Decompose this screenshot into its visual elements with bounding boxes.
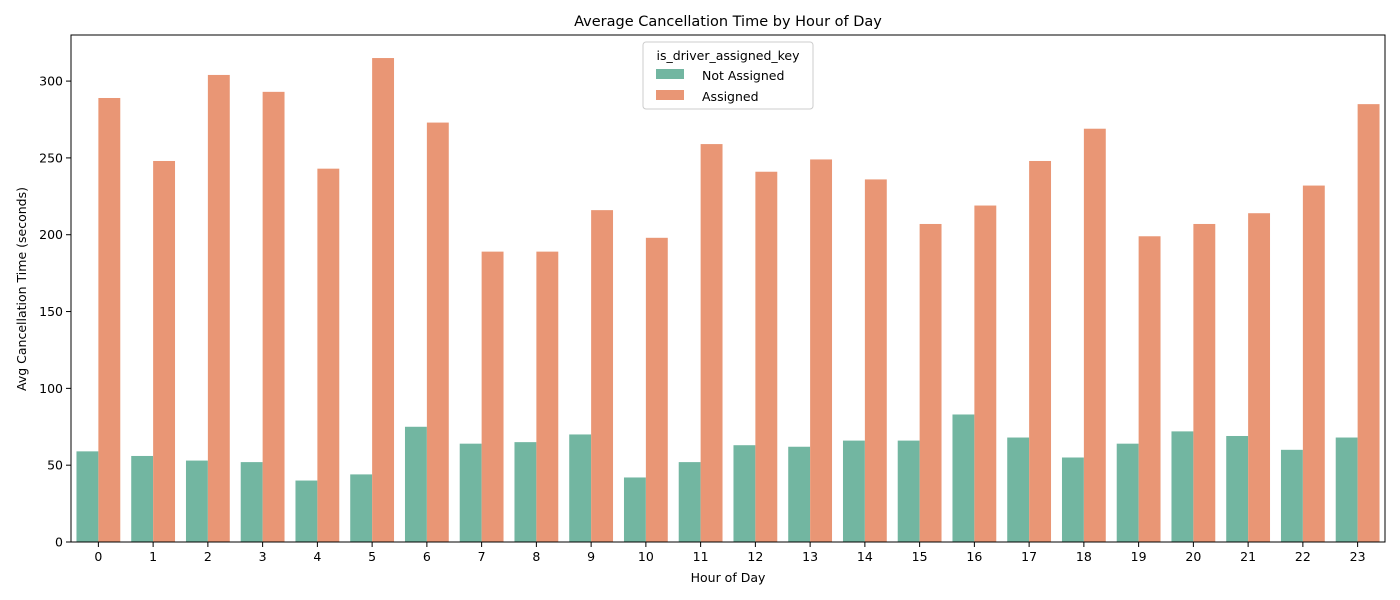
x-tick-label: 8 xyxy=(532,549,540,564)
bar-assigned-hour-10 xyxy=(645,237,668,543)
bar-assigned-hour-5 xyxy=(372,58,395,542)
y-tick-label: 50 xyxy=(47,458,63,473)
bar-not-assigned-hour-20 xyxy=(1171,431,1194,542)
bar-not-assigned-hour-23 xyxy=(1335,437,1358,542)
bar-not-assigned-hour-1 xyxy=(131,455,154,542)
bars-layer xyxy=(76,58,1380,543)
legend-label-not-assigned: Not Assigned xyxy=(702,68,784,83)
bar-assigned-hour-4 xyxy=(317,168,340,542)
x-tick-label: 1 xyxy=(149,549,157,564)
legend-label-assigned: Assigned xyxy=(702,89,759,104)
y-tick-label: 150 xyxy=(39,304,63,319)
legend-swatch-assigned xyxy=(656,90,684,100)
x-tick-label: 10 xyxy=(638,549,654,564)
bar-assigned-hour-19 xyxy=(1138,236,1161,542)
x-tick-label: 21 xyxy=(1240,549,1256,564)
bar-not-assigned-hour-18 xyxy=(1061,457,1084,542)
bar-not-assigned-hour-9 xyxy=(569,434,592,542)
bar-not-assigned-hour-6 xyxy=(404,426,427,542)
bar-not-assigned-hour-8 xyxy=(514,442,537,542)
bar-assigned-hour-8 xyxy=(536,251,559,543)
bar-assigned-hour-23 xyxy=(1357,104,1380,543)
bar-assigned-hour-17 xyxy=(1029,160,1052,542)
bar-assigned-hour-2 xyxy=(207,74,230,542)
bar-assigned-hour-22 xyxy=(1302,185,1325,542)
bar-assigned-hour-14 xyxy=(864,179,887,542)
x-tick-label: 2 xyxy=(204,549,212,564)
x-tick-label: 5 xyxy=(368,549,376,564)
x-tick-label: 22 xyxy=(1295,549,1311,564)
x-tick-label: 9 xyxy=(587,549,595,564)
y-axis-label: Avg Cancellation Time (seconds) xyxy=(14,187,29,391)
bar-not-assigned-hour-19 xyxy=(1116,443,1139,542)
bar-assigned-hour-20 xyxy=(1193,223,1216,543)
bar-not-assigned-hour-2 xyxy=(185,460,208,542)
bar-not-assigned-hour-3 xyxy=(240,462,263,542)
y-tick-label: 200 xyxy=(39,227,63,242)
bar-assigned-hour-6 xyxy=(426,122,449,542)
x-tick-label: 6 xyxy=(423,549,431,564)
x-tick-label: 20 xyxy=(1185,549,1201,564)
bar-not-assigned-hour-10 xyxy=(623,477,646,542)
bar-assigned-hour-16 xyxy=(974,205,997,542)
bar-assigned-hour-15 xyxy=(919,223,942,543)
x-tick-label: 16 xyxy=(966,549,982,564)
chart-title: Average Cancellation Time by Hour of Day xyxy=(574,14,882,30)
bar-assigned-hour-3 xyxy=(262,91,285,542)
bar-not-assigned-hour-13 xyxy=(788,446,811,542)
axes-layer: 0 1 2 3 4 5 6 7 8 9 10 11 12 13 14 15 16 17 18 19 20 21 22 2305… xyxy=(39,34,1386,564)
bar-assigned-hour-11 xyxy=(700,144,723,542)
x-tick-label: 4 xyxy=(313,549,321,564)
x-tick-label: 11 xyxy=(693,549,709,564)
bar-not-assigned-hour-5 xyxy=(350,474,373,542)
bar-assigned-hour-13 xyxy=(810,159,833,543)
x-tick-label: 12 xyxy=(747,549,763,564)
bar-not-assigned-hour-12 xyxy=(733,445,756,542)
bar-not-assigned-hour-14 xyxy=(842,440,865,542)
x-tick-label: 18 xyxy=(1076,549,1092,564)
bar-not-assigned-hour-11 xyxy=(678,462,701,542)
y-tick-label: 100 xyxy=(39,381,63,396)
y-tick-label: 250 xyxy=(39,150,63,165)
legend: is_driver_assigned_key Not Assigned Assi… xyxy=(642,41,814,110)
x-tick-label: 0 xyxy=(94,549,102,564)
bar-not-assigned-hour-0 xyxy=(76,451,99,542)
bar-assigned-hour-18 xyxy=(1083,128,1106,542)
bar-assigned-hour-1 xyxy=(153,160,176,542)
plot-frame xyxy=(70,34,1386,543)
bar-not-assigned-hour-17 xyxy=(1007,437,1030,542)
bar-not-assigned-hour-4 xyxy=(295,480,318,542)
legend-swatch-not-assigned xyxy=(656,69,684,79)
bar-assigned-hour-21 xyxy=(1248,213,1271,542)
bar-not-assigned-hour-15 xyxy=(897,440,920,542)
bar-not-assigned-hour-7 xyxy=(459,443,482,542)
y-tick-label: 300 xyxy=(39,74,63,89)
x-tick-label: 15 xyxy=(912,549,928,564)
bar-assigned-hour-7 xyxy=(481,251,504,543)
bar-not-assigned-hour-21 xyxy=(1226,435,1249,542)
x-tick-label: 14 xyxy=(857,549,873,564)
x-axis-label: Hour of Day xyxy=(691,570,766,585)
x-tick-label: 23 xyxy=(1350,549,1366,564)
bar-assigned-hour-9 xyxy=(591,210,614,543)
bar-assigned-hour-12 xyxy=(755,171,778,542)
x-tick-label: 17 xyxy=(1021,549,1037,564)
bar-not-assigned-hour-22 xyxy=(1280,449,1303,542)
bar-assigned-hour-0 xyxy=(98,97,121,542)
x-tick-label: 7 xyxy=(478,549,486,564)
x-tick-label: 13 xyxy=(802,549,818,564)
x-tick-label: 3 xyxy=(259,549,267,564)
legend-frame xyxy=(642,41,814,110)
y-tick-label: 0 xyxy=(55,535,63,550)
bar-not-assigned-hour-16 xyxy=(952,414,975,542)
x-tick-label: 19 xyxy=(1131,549,1147,564)
legend-title: is_driver_assigned_key xyxy=(656,48,800,63)
